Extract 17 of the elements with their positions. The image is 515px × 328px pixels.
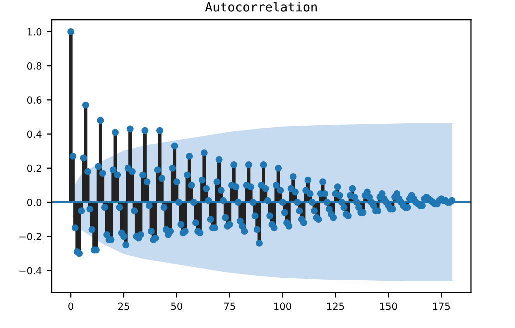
x-tick-label: 175 bbox=[433, 302, 450, 310]
y-tick-label: 0.6 bbox=[27, 96, 42, 104]
y-tick-label: 0.8 bbox=[27, 62, 42, 70]
x-tick-label: 0 bbox=[68, 302, 74, 310]
y-tick-label: −0.4 bbox=[20, 267, 42, 275]
x-tick-label: 50 bbox=[171, 302, 182, 310]
y-tick-label: −0.2 bbox=[20, 233, 42, 240]
x-tick-label: 25 bbox=[118, 302, 130, 310]
chart-title: Autocorrelation bbox=[205, 2, 317, 12]
y-tick-label: 0.0 bbox=[27, 198, 42, 206]
x-tick-label: 100 bbox=[274, 302, 292, 310]
y-tick-label: 0.2 bbox=[27, 164, 42, 172]
x-tick-label: 75 bbox=[224, 302, 236, 310]
y-tick-label: 0.4 bbox=[27, 130, 42, 138]
x-tick-label: 125 bbox=[328, 302, 344, 310]
y-tick-label: 1.0 bbox=[28, 28, 42, 36]
x-tick-label: 150 bbox=[380, 302, 398, 310]
